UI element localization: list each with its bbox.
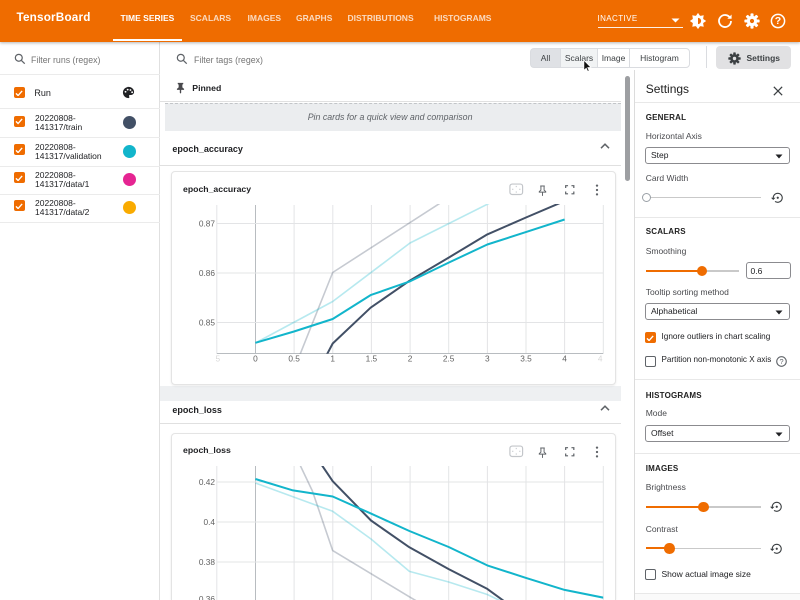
svg-text:1: 1 (330, 354, 335, 364)
svg-text:0.85: 0.85 (199, 318, 216, 328)
svg-text:?: ? (779, 357, 783, 366)
svg-text:0.38: 0.38 (199, 557, 216, 567)
svg-text:4: 4 (562, 354, 567, 364)
svg-text:0.5: 0.5 (288, 354, 300, 364)
svg-text:1.5: 1.5 (366, 354, 378, 364)
svg-text:0.86: 0.86 (199, 268, 216, 278)
svg-text:0.87: 0.87 (199, 219, 216, 229)
svg-text:2: 2 (408, 354, 413, 364)
svg-text:0.42: 0.42 (199, 477, 216, 487)
svg-text:0: 0 (253, 354, 258, 364)
svg-text:4: 4 (598, 354, 603, 364)
svg-text:0.36: 0.36 (199, 594, 216, 600)
svg-text:2.5: 2.5 (443, 354, 455, 364)
svg-text:3: 3 (485, 354, 490, 364)
svg-text:3.5: 3.5 (520, 354, 532, 364)
svg-text:5: 5 (215, 354, 220, 364)
svg-text:0.4: 0.4 (203, 517, 215, 527)
svg-text:?: ? (775, 15, 781, 27)
